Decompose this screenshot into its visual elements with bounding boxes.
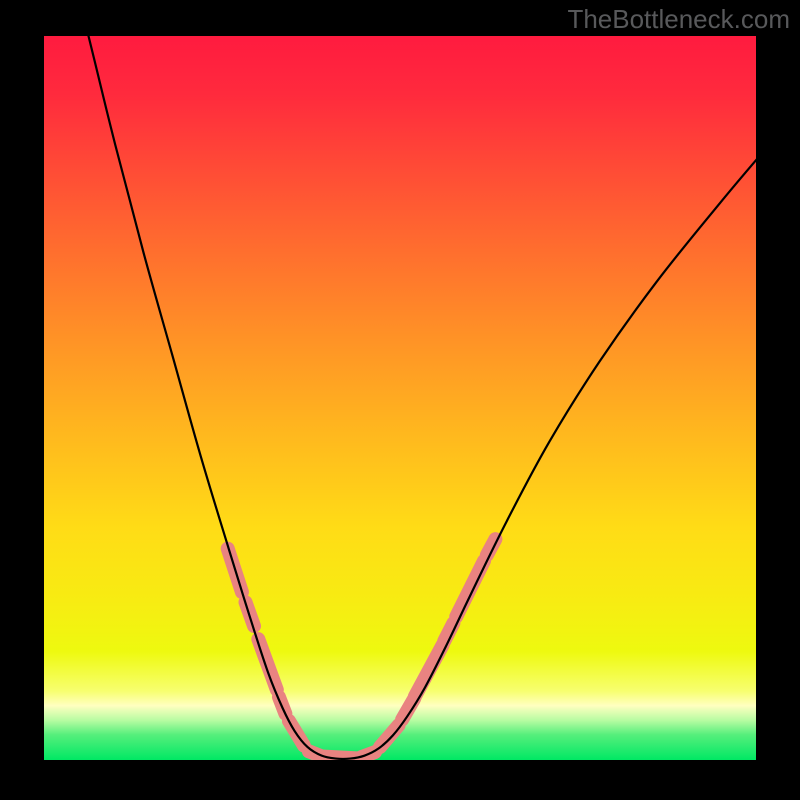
watermark-text: TheBottleneck.com (567, 4, 790, 35)
chart-canvas: TheBottleneck.com (0, 0, 800, 800)
plot-area (44, 0, 763, 760)
bottleneck-chart-svg (0, 0, 800, 800)
gradient-background (44, 36, 756, 760)
